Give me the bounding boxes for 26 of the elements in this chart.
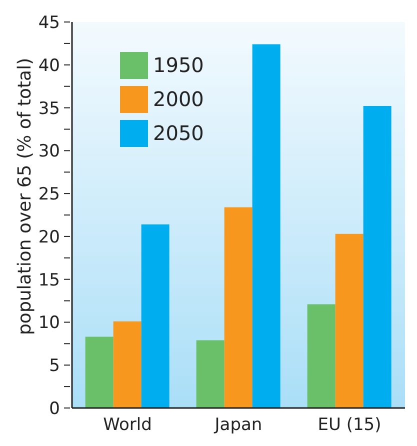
y-tick-label: 10 [38, 313, 60, 334]
bar [141, 224, 170, 408]
y-tick-label: 40 [38, 56, 60, 76]
y-tick-label: 5 [49, 356, 60, 376]
x-tick-label: Japan [214, 415, 262, 436]
bar [224, 207, 252, 408]
y-tick-label: 35 [38, 98, 60, 119]
legend-label: 2000 [153, 87, 204, 111]
bar [85, 336, 114, 408]
y-axis-title: population over 65 (% of total) [14, 58, 36, 335]
bar [335, 234, 364, 408]
y-tick-label: 20 [38, 227, 60, 248]
legend-label: 1950 [153, 53, 204, 77]
bar [252, 44, 280, 408]
y-tick-label: 45 [38, 13, 60, 33]
x-tick-label: EU (15) [318, 415, 382, 436]
bar [113, 321, 142, 408]
bar [363, 106, 392, 408]
bar [307, 304, 336, 408]
y-tick-label: 30 [38, 142, 60, 162]
y-tick-label: 15 [38, 270, 60, 290]
y-tick-label: 25 [38, 184, 60, 205]
bar [196, 340, 224, 408]
y-tick-label: 0 [49, 399, 60, 419]
x-tick-label: World [103, 415, 152, 436]
legend-label: 2050 [153, 121, 204, 145]
